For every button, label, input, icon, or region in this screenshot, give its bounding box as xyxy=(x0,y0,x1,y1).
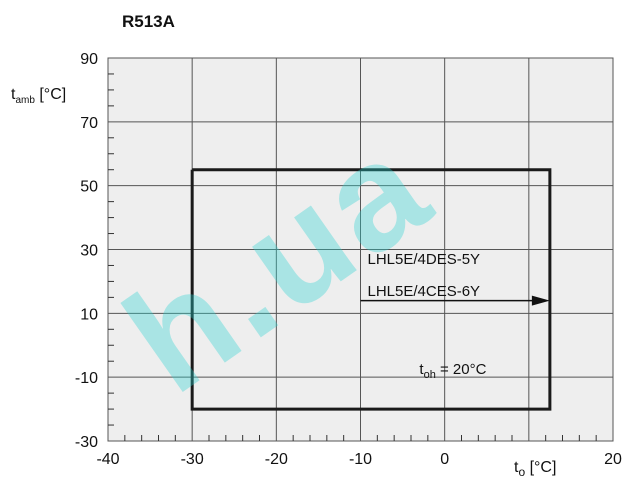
x-tick-label: 20 xyxy=(604,451,622,468)
y-tick-label: 90 xyxy=(80,51,98,68)
y-tick-label: 10 xyxy=(80,306,98,323)
arrow-head xyxy=(531,295,550,306)
y-axis-label: tamb [°C] xyxy=(11,86,66,106)
operating-envelope xyxy=(190,168,552,411)
minor-ticks xyxy=(108,73,597,441)
chart-title: R513A xyxy=(122,12,175,31)
y-tick-label: -30 xyxy=(75,434,98,451)
y-tick-labels: 90 70 50 30 10 -10 -30 xyxy=(75,51,98,451)
x-tick-labels: -40 -30 -20 -10 0 20 xyxy=(96,451,622,468)
x-axis-label: to [°C] xyxy=(514,459,556,479)
x-tick-label: -10 xyxy=(349,451,372,468)
y-tick-label: 50 xyxy=(80,179,98,196)
model-label-2: LHL5E/4CES-6Y xyxy=(368,283,481,300)
x-tick-label: -30 xyxy=(181,451,204,468)
model-label-1: LHL5E/4DES-5Y xyxy=(368,251,481,268)
toh-annotation: toh = 20°C xyxy=(419,361,486,381)
annotations: LHL5E/4DES-5Y LHL5E/4CES-6Y toh = 20°C xyxy=(360,251,550,381)
y-tick-label: 70 xyxy=(80,115,98,132)
x-tick-label: -40 xyxy=(96,451,119,468)
x-tick-label: -20 xyxy=(265,451,288,468)
y-tick-label: 30 xyxy=(80,243,98,260)
y-tick-label: -10 xyxy=(75,370,98,387)
x-tick-label: 0 xyxy=(440,451,449,468)
